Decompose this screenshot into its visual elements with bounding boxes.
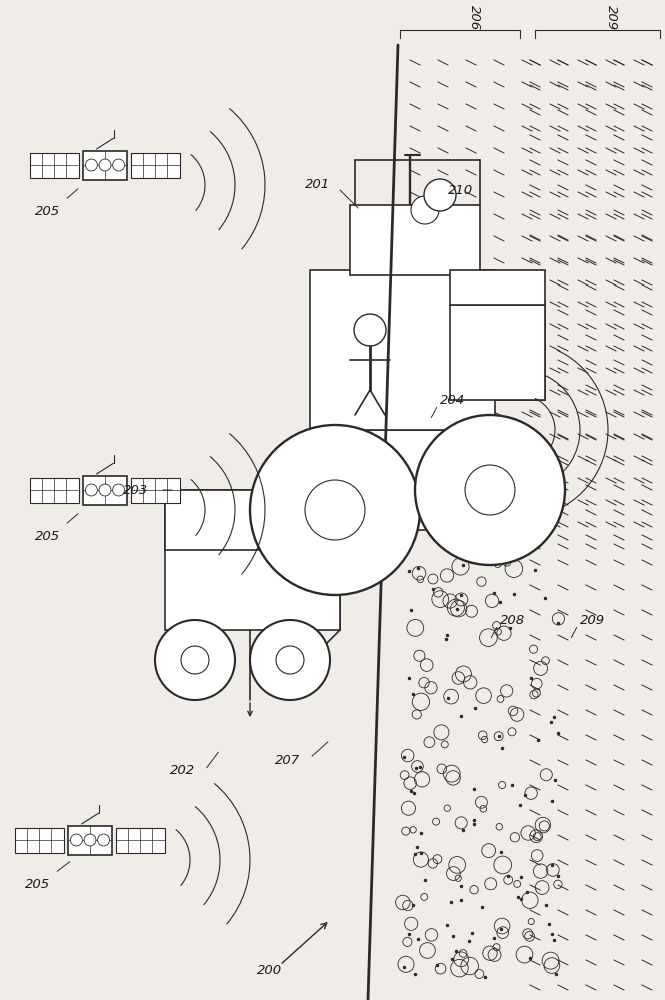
Bar [30, 153, 79, 178]
Bar [83, 476, 127, 505]
Circle shape [411, 196, 439, 224]
Bar [68, 826, 112, 855]
Text: 205: 205 [25, 878, 50, 891]
Text: 208: 208 [500, 613, 525, 626]
Text: 205: 205 [35, 530, 60, 543]
Circle shape [155, 620, 235, 700]
Circle shape [250, 620, 330, 700]
Circle shape [465, 465, 515, 515]
Bar [131, 478, 180, 503]
Circle shape [99, 159, 111, 171]
Circle shape [112, 484, 124, 496]
Bar [30, 478, 79, 503]
Bar [15, 828, 64, 853]
Circle shape [84, 834, 96, 846]
Bar [116, 828, 165, 853]
Circle shape [85, 159, 97, 171]
Text: 210: 210 [448, 184, 473, 196]
Text: 202: 202 [170, 764, 195, 776]
Bar [310, 270, 495, 430]
Bar [450, 305, 545, 400]
Circle shape [85, 484, 97, 496]
Circle shape [112, 159, 124, 171]
Text: 205: 205 [35, 205, 60, 218]
Text: 206: 206 [468, 5, 481, 30]
Circle shape [250, 425, 420, 595]
Bar [165, 490, 340, 550]
Text: 207: 207 [275, 754, 300, 766]
Text: 209: 209 [580, 613, 605, 626]
Circle shape [70, 834, 82, 846]
Circle shape [276, 646, 304, 674]
Bar [165, 490, 340, 630]
Bar [450, 270, 545, 305]
Circle shape [99, 484, 111, 496]
Text: 203: 203 [123, 484, 148, 496]
Text: 200: 200 [257, 964, 283, 976]
Circle shape [98, 834, 110, 846]
Circle shape [354, 314, 386, 346]
Bar [310, 430, 525, 530]
Circle shape [181, 646, 209, 674]
Bar [83, 151, 127, 180]
Text: 201: 201 [305, 178, 330, 192]
Bar [131, 153, 180, 178]
Circle shape [424, 179, 456, 211]
Bar [350, 205, 480, 275]
Circle shape [415, 415, 565, 565]
Text: 209: 209 [605, 5, 618, 30]
Text: 204: 204 [440, 393, 465, 406]
Circle shape [305, 480, 365, 540]
